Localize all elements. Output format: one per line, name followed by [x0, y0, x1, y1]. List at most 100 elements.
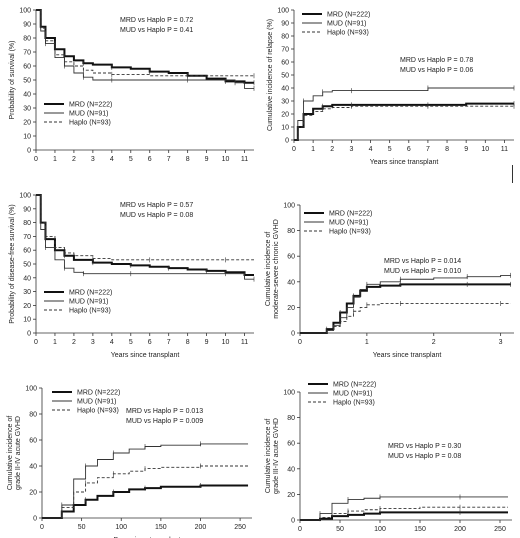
y-tick-label: 30	[281, 99, 289, 106]
p-value-annotation: MUD vs Haplo P = 0.08	[120, 212, 193, 219]
y-tick-label: 100	[19, 8, 31, 15]
x-tick-label: 1	[365, 339, 369, 346]
y-tick-label: 90	[281, 21, 289, 28]
y-tick-label: 20	[287, 492, 295, 499]
y-tick-label: 40	[287, 279, 295, 286]
x-tick-label: 3	[91, 156, 95, 163]
legend-label-mud-n-91: MUD (N=91)	[69, 111, 108, 118]
x-tick-label: 200	[454, 526, 466, 533]
y-tick-label: 70	[23, 234, 31, 241]
x-tick-label: 6	[148, 156, 152, 163]
y-axis-title-line: grade II-IV acute GVHD	[15, 416, 22, 490]
p-value-annotation: MUD vs Haplo P = 0.41	[120, 27, 193, 34]
y-tick-label: 0	[291, 518, 295, 525]
x-tick-label: 4	[110, 339, 114, 346]
legend: MRD (N=222) MUD (N=91) Haplo (N=93)	[44, 290, 112, 315]
y-axis-title-line: Cumulative incidence of	[265, 232, 272, 306]
axes	[291, 9, 514, 143]
y-tick-label: 90	[23, 206, 31, 213]
x-tick-label: 7	[426, 146, 430, 153]
x-tick-label: 2	[72, 156, 76, 163]
series-line-mrd-n-222	[42, 484, 249, 519]
legend-label-mrd-n-222: MRD (N=222)	[69, 290, 112, 297]
p-value-annotation: MRD vs Haplo P = 0.57	[120, 202, 193, 209]
y-tick-label: 20	[287, 305, 295, 312]
y-tick-label: 40	[29, 464, 37, 471]
y-tick-label: 80	[287, 415, 295, 422]
y-tick-label: 60	[281, 60, 289, 67]
x-tick-label: 2	[72, 339, 76, 346]
panel-acute-gvhd-3-4: 020406080100050100150200250Days since tr…	[265, 382, 512, 533]
legend-label-haplo-n-93: Haplo (N=93)	[77, 408, 119, 415]
x-tick-label: 50	[78, 524, 86, 531]
panel-acute-gvhd-2-4: 020406080100050100150200250Days since tr…	[7, 386, 252, 538]
y-tick-label: 50	[23, 262, 31, 269]
legend-label-haplo-n-93: Haplo (N=93)	[333, 400, 375, 407]
series-line-haplo-n-93	[300, 303, 511, 334]
x-tick-label: 9	[205, 339, 209, 346]
legend-label-haplo-n-93: Haplo (N=93)	[69, 120, 111, 127]
p-value-annotation: MRD vs Haplo P = 0.72	[120, 17, 193, 24]
panel-disease-free-survival: 0 10 20 30 40 50 60 70 80 90 100 0 1 2 3 4 5 6 7 8 9 10 11 Year…	[9, 193, 255, 359]
p-value-annotation: MRD vs Haplo P = 0.013	[126, 408, 203, 415]
y-tick-label: 0	[291, 331, 295, 338]
y-tick-label: 100	[19, 193, 31, 200]
side-mark	[512, 165, 513, 183]
legend-label-mrd-n-222: MRD (N=222)	[327, 12, 370, 19]
y-axis-title-line: Cumulative incidence of	[7, 416, 14, 490]
legend-label-mud-n-91: MUD (N=91)	[77, 399, 116, 406]
y-axis-title: Probability of survival (%)	[9, 41, 16, 120]
y-tick-label: 0	[27, 331, 31, 338]
axes	[297, 204, 514, 336]
y-tick-label: 80	[287, 228, 295, 235]
y-axis-title-line: grade III-IV acute GVHD	[273, 418, 280, 494]
legend-label-mud-n-91: MUD (N=91)	[329, 220, 368, 227]
x-tick-label: 4	[110, 156, 114, 163]
y-tick-label: 80	[23, 36, 31, 43]
p-value-annotation: MRD vs Haplo P = 0.30	[388, 443, 461, 450]
x-tick-label: 3	[349, 146, 353, 153]
x-tick-label: 5	[129, 339, 133, 346]
legend-label-haplo-n-93: Haplo (N=93)	[329, 229, 371, 236]
legend: MRD (N=222) MUD (N=91) Haplo (N=93)	[52, 390, 120, 415]
x-axis-title: Years since transplant	[111, 352, 180, 359]
x-tick-label: 0	[298, 339, 302, 346]
x-tick-label: 150	[155, 524, 167, 531]
y-axis-title-line: moderate-severe chronic GVHD	[273, 219, 280, 319]
y-tick-label: 0	[27, 148, 31, 155]
x-tick-label: 10	[222, 339, 230, 346]
y-tick-label: 60	[287, 441, 295, 448]
x-tick-label: 7	[167, 156, 171, 163]
y-tick-label: 60	[29, 438, 37, 445]
legend-label-mrd-n-222: MRD (N=222)	[333, 382, 376, 389]
legend-label-haplo-n-93: Haplo (N=93)	[327, 30, 369, 37]
y-tick-label: 40	[23, 275, 31, 282]
x-tick-label: 11	[501, 146, 508, 153]
x-tick-label: 5	[129, 156, 133, 163]
legend: MRD (N=222) MUD (N=91) Haplo (N=93)	[44, 102, 112, 127]
legend-label-mrd-n-222: MRD (N=222)	[329, 211, 372, 218]
legend: MRD (N=222) MUD (N=91) Haplo (N=93)	[308, 382, 376, 407]
y-tick-label: 10	[281, 125, 289, 132]
y-tick-label: 0	[285, 138, 289, 145]
series-line-haplo-n-93	[36, 194, 254, 261]
y-tick-label: 50	[23, 78, 31, 85]
x-tick-label: 6	[407, 146, 411, 153]
x-tick-label: 1	[53, 156, 57, 163]
x-tick-label: 2	[330, 146, 334, 153]
x-tick-label: 250	[234, 524, 246, 531]
x-tick-label: 2	[432, 339, 436, 346]
y-tick-label: 10	[23, 317, 31, 324]
y-tick-label: 50	[281, 73, 289, 80]
series-line-haplo-n-93	[42, 465, 249, 519]
x-tick-label: 8	[186, 156, 190, 163]
y-axis-title: Cumulative incidence of relapse (%)	[267, 19, 274, 131]
series-line-mud-n-91	[42, 443, 249, 519]
y-tick-label: 20	[29, 490, 37, 497]
series-line-haplo-n-93	[294, 105, 514, 141]
x-tick-label: 7	[167, 339, 171, 346]
y-tick-label: 40	[23, 92, 31, 99]
x-tick-label: 100	[115, 524, 127, 531]
x-tick-label: 11	[241, 339, 248, 346]
